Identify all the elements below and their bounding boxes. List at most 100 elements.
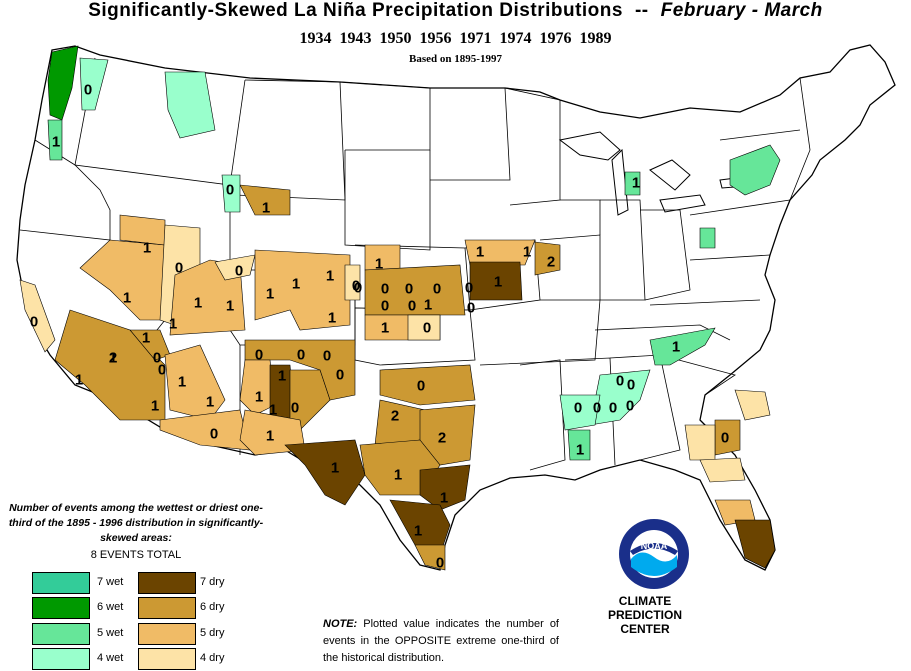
division-value: 1 <box>331 460 339 477</box>
legend-swatch-4-dry <box>138 648 196 670</box>
division-value: 1 <box>266 428 274 445</box>
dry6-division <box>419 404 476 466</box>
division-value: 0 <box>593 400 601 417</box>
note-prefix: NOTE: <box>323 618 358 630</box>
division-value: 0 <box>210 426 218 443</box>
division-value: 1 <box>226 298 234 315</box>
dry7-division <box>734 519 776 569</box>
division-value: 0 <box>153 350 161 367</box>
division-value: 1 <box>75 372 83 389</box>
legend-label-7-dry: 7 dry <box>200 576 225 588</box>
base-period: Based on 1895-1997 <box>409 53 502 65</box>
division-value: 1 <box>109 350 117 367</box>
division-value-labels: 0 1 1 1 0 0 1 0 1 1 0 1 1 1 1 1 0 1 1 1 … <box>30 82 729 572</box>
division-value: 0 <box>465 280 473 297</box>
division-value: 0 <box>354 280 362 297</box>
division-value: 0 <box>467 300 475 317</box>
division-value: 2 <box>109 350 117 367</box>
legend-label-6-dry: 6 dry <box>200 601 225 613</box>
division-value: 1 <box>262 200 270 217</box>
dry4-division <box>344 264 361 301</box>
dry4-division <box>734 389 771 421</box>
division-value: 0 <box>574 400 582 417</box>
legend-swatch-6-dry <box>138 597 196 619</box>
division-value: 0 <box>352 278 360 295</box>
agency-credit: CLIMATE PREDICTION CENTER <box>585 594 705 636</box>
dry6-division <box>414 544 446 571</box>
division-value: 1 <box>143 240 151 257</box>
division-value: 1 <box>266 286 274 303</box>
division-value: 1 <box>169 316 177 333</box>
legend-swatch-7-wet <box>32 572 90 594</box>
legend-total: 8 EVENTS TOTAL <box>90 549 182 561</box>
division-value: 1 <box>326 268 334 285</box>
map-title: Significantly-Skewed La Niña Precipitati… <box>0 0 911 22</box>
division-value: 2 <box>391 408 399 425</box>
division-value: 1 <box>269 402 277 419</box>
dry4-division <box>407 314 441 341</box>
legend-label-5-dry: 5 dry <box>200 627 225 639</box>
division-value: 0 <box>609 400 617 417</box>
map-note: NOTE: Plotted value indicates the number… <box>323 616 559 667</box>
legend-title: Number of events among the wettest or dr… <box>8 502 264 544</box>
division-value: 1 <box>523 244 531 261</box>
division-value: 1 <box>292 276 300 293</box>
division-value: 1 <box>328 310 336 327</box>
division-value: 0 <box>417 378 425 395</box>
division-value: 0 <box>158 362 166 379</box>
legend-label-5-wet: 5 wet <box>97 627 124 639</box>
legend-label-4-dry: 4 dry <box>200 652 225 664</box>
legend-label-6-wet: 6 wet <box>97 601 124 613</box>
dry-divisions <box>19 184 776 571</box>
division-value: 0 <box>627 377 635 394</box>
legend-swatch-5-wet <box>32 623 90 645</box>
wet5-division <box>47 119 63 161</box>
legend-swatch-5-dry <box>138 623 196 645</box>
division-value: 0 <box>226 182 234 199</box>
dry5-division <box>239 409 306 456</box>
credit-line-1: CLIMATE PREDICTION <box>607 594 682 622</box>
division-value: 1 <box>440 490 448 507</box>
division-value: 1 <box>142 330 150 347</box>
credit-line-2: CENTER <box>620 622 670 636</box>
division-value: 0 <box>436 555 444 572</box>
title-main: Significantly-Skewed La Niña Precipitati… <box>88 0 623 21</box>
division-value: 1 <box>494 274 502 291</box>
wet4-division <box>221 174 241 213</box>
division-value: 1 <box>123 290 131 307</box>
dry7-division <box>284 439 366 506</box>
dry6-division <box>379 364 476 406</box>
division-value: 0 <box>291 400 299 417</box>
division-value: 0 <box>381 298 389 315</box>
division-value: 1 <box>414 523 422 540</box>
noaa-logo-text: NOAA <box>641 541 668 551</box>
dry7-division <box>389 499 451 556</box>
division-value: 2 <box>438 430 446 447</box>
event-years: 1934 1943 1950 1956 1971 1974 1976 1989 <box>299 30 612 47</box>
dry4-division <box>684 424 716 461</box>
division-value: 0 <box>30 314 38 331</box>
division-value: 1 <box>381 320 389 337</box>
division-value: 1 <box>255 389 263 406</box>
division-value: 1 <box>375 256 383 273</box>
division-value: 0 <box>721 430 729 447</box>
division-value: 0 <box>626 398 634 415</box>
wet5-division <box>729 144 781 196</box>
division-value: 1 <box>194 295 202 312</box>
division-value: 1 <box>476 244 484 261</box>
dry4-division <box>214 254 256 281</box>
division-value: 0 <box>616 373 624 390</box>
division-value: 1 <box>424 297 432 314</box>
division-value: 0 <box>297 347 305 364</box>
division-value: 2 <box>547 254 555 271</box>
division-value: 0 <box>84 82 92 99</box>
wet4-division <box>559 394 601 431</box>
note-text: Plotted value indicates the number of ev… <box>323 618 559 664</box>
division-value: 0 <box>408 298 416 315</box>
dry5-division <box>254 249 351 331</box>
legend-swatch-6-wet <box>32 597 90 619</box>
division-value: 1 <box>672 339 680 356</box>
division-value: 1 <box>206 394 214 411</box>
division-value: 1 <box>576 442 584 459</box>
